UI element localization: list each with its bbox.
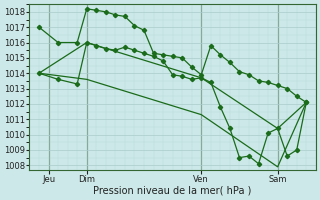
X-axis label: Pression niveau de la mer( hPa ): Pression niveau de la mer( hPa ) <box>93 186 252 196</box>
